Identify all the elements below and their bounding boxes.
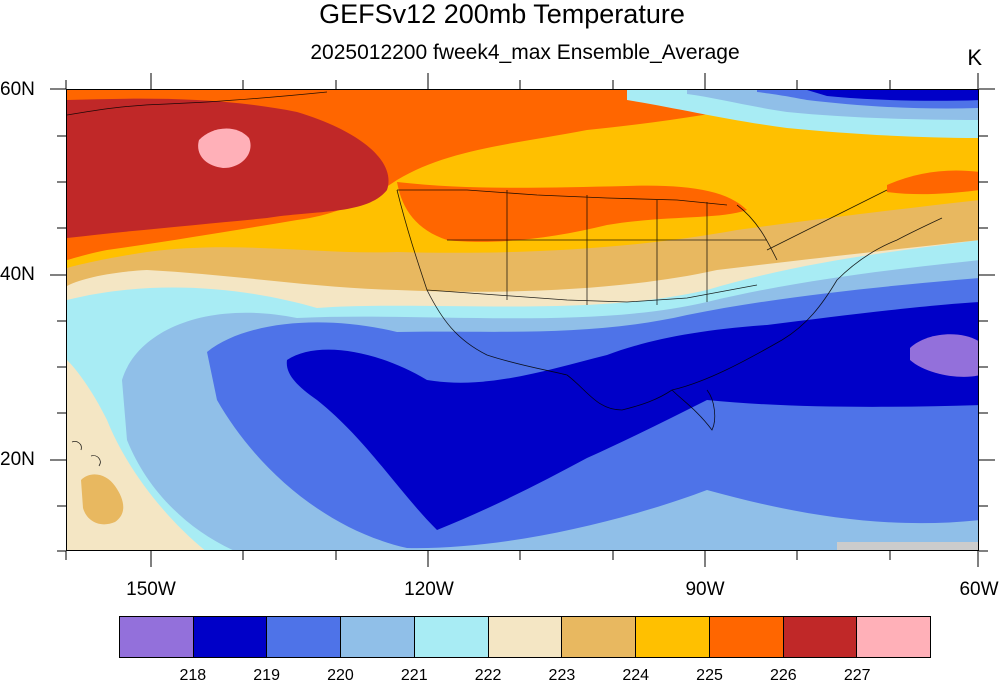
colorbar-swatch bbox=[414, 617, 489, 657]
band-226-central bbox=[397, 182, 747, 242]
lat-label-40n: 40N bbox=[0, 264, 35, 285]
colorbar-swatch bbox=[783, 617, 858, 657]
band-227 bbox=[67, 98, 389, 239]
lat-label-20n: 20N bbox=[0, 449, 35, 470]
colorbar-swatch bbox=[120, 617, 194, 657]
colorbar-label: 221 bbox=[400, 667, 428, 684]
colorbar-label: 225 bbox=[696, 667, 723, 684]
band-219 bbox=[286, 302, 978, 530]
band-224-hawaii bbox=[81, 474, 124, 525]
temperature-map bbox=[66, 89, 979, 551]
colorbar-label: 224 bbox=[622, 667, 650, 684]
colorbar-label: 227 bbox=[843, 667, 871, 684]
units-label: K bbox=[967, 45, 982, 70]
colorbar-label: 223 bbox=[548, 667, 576, 684]
colorbar-swatch bbox=[636, 617, 710, 657]
colorbar-swatch bbox=[267, 617, 342, 657]
lon-label-120w: 120W bbox=[404, 579, 454, 600]
colorbar bbox=[119, 616, 931, 658]
band-218 bbox=[910, 334, 978, 377]
lat-label-60n: 60N bbox=[0, 79, 35, 100]
lon-label-150w: 150W bbox=[126, 579, 176, 600]
colorbar-label: 219 bbox=[253, 667, 280, 684]
map-subtitle: 2025012200 fweek4_max Ensemble_Average bbox=[310, 41, 740, 64]
lon-label-90w: 90W bbox=[685, 579, 725, 600]
colorbar-swatch bbox=[857, 617, 931, 657]
colorbar-swatch bbox=[341, 617, 415, 657]
colorbar-swatch bbox=[709, 617, 784, 657]
colorbar-label: 218 bbox=[179, 667, 207, 684]
temperature-contours bbox=[67, 90, 978, 550]
lon-label-60w: 60W bbox=[959, 579, 999, 600]
colorbar-swatch bbox=[562, 617, 637, 657]
missing-data-south bbox=[837, 542, 978, 550]
colorbar-swatch bbox=[193, 617, 268, 657]
coastlines bbox=[67, 91, 943, 467]
band-219-north bbox=[807, 90, 978, 101]
colorbar-swatch bbox=[488, 617, 563, 657]
band-226-east bbox=[887, 170, 978, 195]
colorbar-label: 226 bbox=[770, 667, 797, 684]
band-above-227 bbox=[198, 128, 251, 168]
colorbar-label: 220 bbox=[327, 667, 354, 684]
colorbar-label: 222 bbox=[474, 667, 502, 684]
map-title: GEFSv12 200mb Temperature bbox=[319, 0, 685, 29]
